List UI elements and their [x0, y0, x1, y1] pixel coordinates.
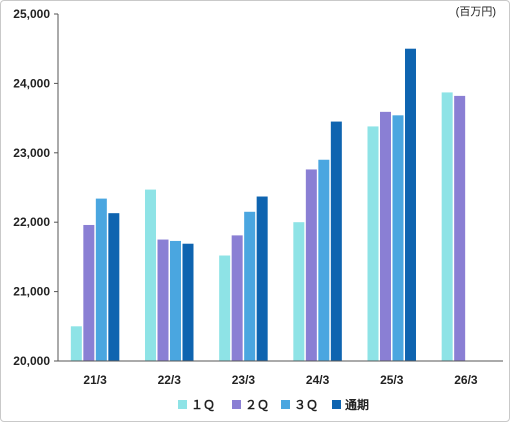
y-tick-label: 22,000 [13, 215, 50, 229]
bar [305, 169, 317, 361]
y-axis-ticks: 20,000 21,000 22,000 23,000 24,000 25,000 [13, 7, 58, 368]
x-tick-label: 24/3 [306, 373, 330, 387]
bar [231, 235, 243, 361]
bar [170, 240, 181, 361]
bar [441, 92, 453, 361]
x-tick-label: 21/3 [83, 373, 107, 387]
bar [392, 115, 404, 361]
legend-label: ３Ｑ [294, 398, 318, 412]
bar [108, 213, 120, 361]
legend-label: １Ｑ [191, 398, 215, 412]
bar [95, 198, 107, 361]
bar [145, 189, 156, 361]
legend-swatch [178, 400, 187, 409]
x-tick-label: 22/3 [158, 373, 182, 387]
x-tick-label: 26/3 [454, 373, 478, 387]
bar [219, 255, 231, 361]
bar [157, 239, 169, 361]
legend-swatch [281, 400, 290, 409]
bar [318, 159, 330, 361]
legend-swatch [332, 400, 341, 409]
legend-swatch [232, 400, 241, 409]
legend-label: ２Ｑ [245, 398, 269, 412]
bars [70, 48, 466, 361]
y-tick-label: 24,000 [13, 76, 50, 90]
y-tick-label: 25,000 [13, 7, 50, 21]
bar [83, 224, 95, 361]
y-tick-label: 23,000 [13, 146, 50, 160]
unit-label: (百万円) [456, 6, 496, 18]
bar [256, 196, 268, 361]
bar [70, 326, 82, 361]
bar [405, 48, 416, 361]
axes [57, 14, 503, 362]
y-tick-label: 20,000 [13, 354, 50, 368]
bar [330, 121, 342, 361]
bar [367, 126, 379, 361]
y-tick-label: 21,000 [13, 285, 50, 299]
bar [182, 243, 194, 361]
x-tick-label: 25/3 [380, 373, 404, 387]
legend: １Ｑ ２Ｑ ３Ｑ 通期 [178, 397, 369, 412]
bar [380, 111, 391, 361]
bar [293, 222, 305, 361]
x-tick-label: 23/3 [232, 373, 256, 387]
bar [244, 211, 256, 361]
x-axis-ticks: 21/3 22/3 23/3 24/3 25/3 26/3 [83, 373, 478, 387]
bar [454, 95, 466, 361]
legend-label: 通期 [345, 397, 369, 412]
